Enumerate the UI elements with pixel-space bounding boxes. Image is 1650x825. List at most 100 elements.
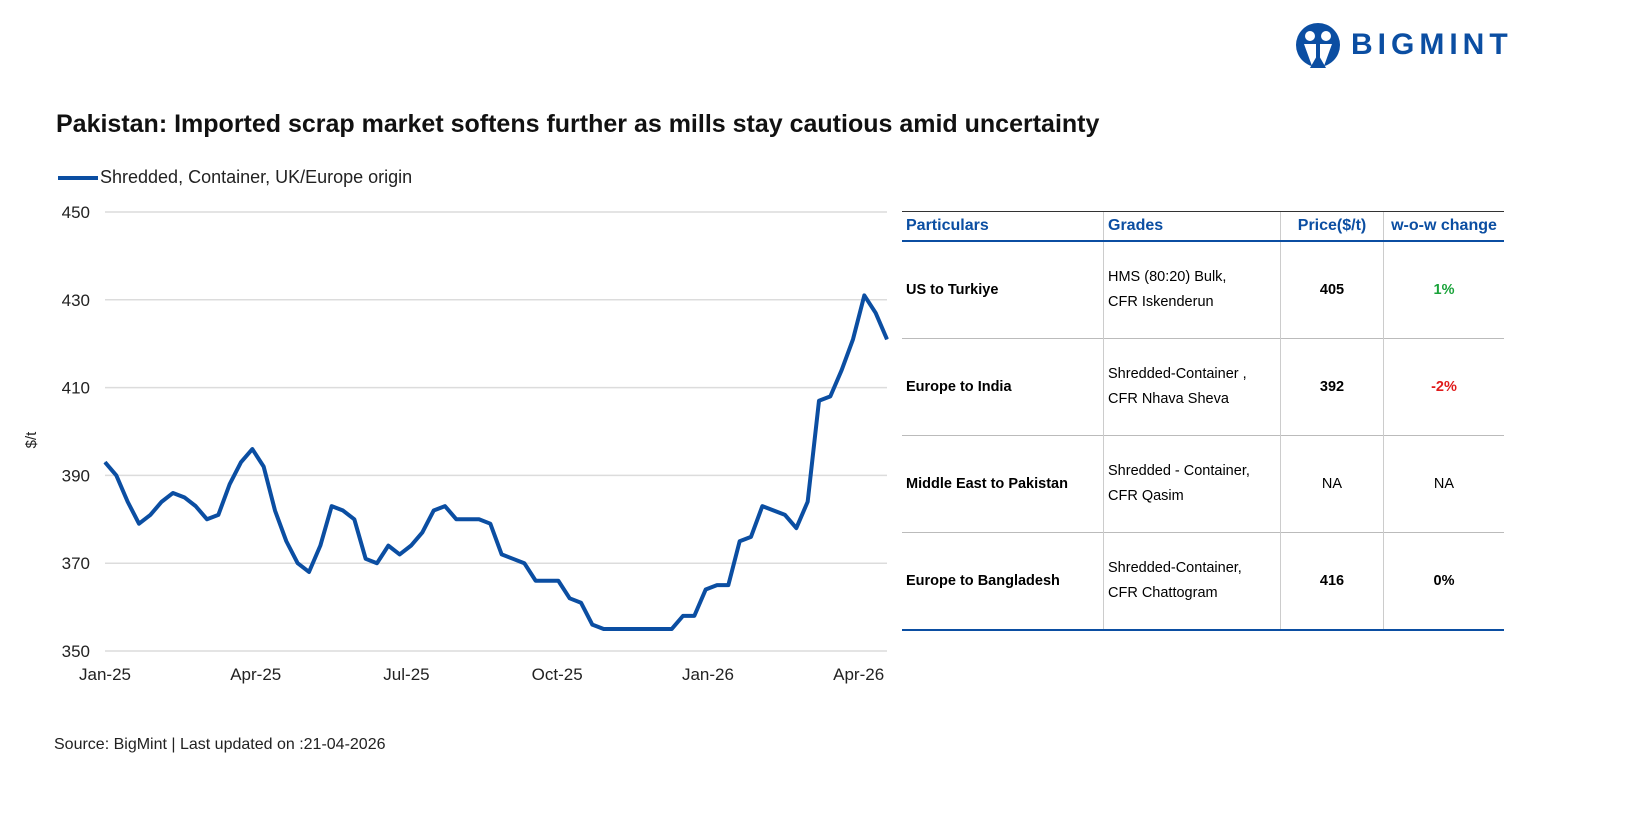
data-point xyxy=(455,518,457,520)
data-point xyxy=(501,553,503,555)
data-point xyxy=(795,527,797,529)
source-note: Source: BigMint | Last updated on :21-04… xyxy=(54,736,386,753)
logo-icon xyxy=(1296,23,1340,68)
data-point xyxy=(149,514,151,516)
x-tick-label: Apr-25 xyxy=(230,665,281,684)
data-point xyxy=(206,518,208,520)
series-line xyxy=(103,293,889,632)
brand-name: BIGMINT xyxy=(1351,28,1513,61)
data-point xyxy=(478,518,480,520)
data-point xyxy=(263,466,265,468)
grade-cell: Shredded - Container, CFR Qasim xyxy=(1103,435,1281,533)
table-row: Europe to Bangladesh Shredded-Container,… xyxy=(902,532,1504,631)
legend-label: Shredded, Container, UK/Europe origin xyxy=(100,167,413,187)
legend-swatch xyxy=(58,175,98,180)
data-point xyxy=(614,628,616,630)
data-point xyxy=(195,505,197,507)
data-point xyxy=(671,628,673,630)
data-point xyxy=(319,545,321,547)
x-tick-label: Jan-25 xyxy=(79,665,131,684)
data-point xyxy=(240,461,242,463)
data-point xyxy=(875,312,877,314)
data-point xyxy=(467,518,469,520)
data-point xyxy=(591,624,593,626)
data-point xyxy=(841,369,843,371)
data-point xyxy=(580,602,582,604)
data-point xyxy=(523,562,525,564)
grade-line: CFR Chattogram xyxy=(1108,585,1218,601)
change-cell: -2% xyxy=(1383,338,1504,436)
y-tick-label: 430 xyxy=(62,291,90,310)
y-tick-label: 410 xyxy=(62,379,90,398)
data-point xyxy=(829,395,831,397)
data-point xyxy=(104,461,106,463)
data-point xyxy=(274,510,276,512)
data-point xyxy=(773,510,775,512)
data-point xyxy=(682,615,684,617)
particular-cell: Europe to Bangladesh xyxy=(902,532,1104,631)
bigmint-logo: BIGMINT xyxy=(1295,22,1513,68)
data-point xyxy=(648,628,650,630)
grade-line: Shredded-Container , xyxy=(1108,366,1247,382)
price-cell: 392 xyxy=(1280,338,1384,436)
data-point xyxy=(705,589,707,591)
data-point xyxy=(421,531,423,533)
grade-cell: HMS (80:20) Bulk, CFR Iskenderun xyxy=(1103,240,1281,339)
y-tick-label: 370 xyxy=(62,554,90,573)
data-point xyxy=(172,492,174,494)
column-header: Grades xyxy=(1103,211,1281,242)
grade-line: CFR Iskenderun xyxy=(1108,294,1214,310)
data-point xyxy=(659,628,661,630)
data-point xyxy=(376,562,378,564)
particular-cell: Middle East to Pakistan xyxy=(902,435,1104,533)
data-point xyxy=(886,338,888,340)
line-chart: $/t 350 370 390 410 430 450 Jan-25 Apr-25 Jul-25… xyxy=(23,203,889,684)
data-point xyxy=(863,294,865,296)
data-point xyxy=(807,501,809,503)
data-point xyxy=(251,448,253,450)
table-row: US to Turkiye HMS (80:20) Bulk, CFR Isken… xyxy=(902,240,1504,339)
price-cell: NA xyxy=(1280,435,1384,533)
x-tick-label: Oct-25 xyxy=(532,665,583,684)
data-point xyxy=(444,505,446,507)
table-row: Europe to India Shredded-Container , CFR … xyxy=(902,338,1504,436)
data-point xyxy=(546,580,548,582)
grade-line: CFR Nhava Sheva xyxy=(1108,391,1229,407)
data-point xyxy=(637,628,639,630)
data-point xyxy=(625,628,627,630)
y-axis-label: $/t xyxy=(23,431,40,449)
price-table: Particulars Grades Price($/t) w-o-w change … xyxy=(902,211,1504,631)
column-header: Particulars xyxy=(902,211,1104,242)
grade-line: Shredded-Container, xyxy=(1108,560,1242,576)
data-point xyxy=(138,523,140,525)
y-tick-label: 450 xyxy=(62,203,90,222)
price-cell: 405 xyxy=(1280,240,1384,339)
column-header: Price($/t) xyxy=(1280,211,1384,242)
data-point xyxy=(693,615,695,617)
data-point xyxy=(183,496,185,498)
data-point xyxy=(399,553,401,555)
change-cell: 0% xyxy=(1383,532,1504,631)
data-point xyxy=(716,584,718,586)
data-point xyxy=(750,536,752,538)
data-point xyxy=(297,562,299,564)
data-point xyxy=(387,545,389,547)
data-point xyxy=(308,571,310,573)
data-point xyxy=(512,558,514,560)
x-tick-label: Apr-26 xyxy=(833,665,884,684)
data-point xyxy=(365,558,367,560)
data-point xyxy=(331,505,333,507)
particular-cell: Europe to India xyxy=(902,338,1104,436)
data-point xyxy=(569,597,571,599)
data-point xyxy=(161,501,163,503)
data-point xyxy=(535,580,537,582)
data-point xyxy=(433,510,435,512)
grade-cell: Shredded-Container, CFR Chattogram xyxy=(1103,532,1281,631)
particular-cell: US to Turkiye xyxy=(902,240,1104,339)
data-point xyxy=(127,501,129,503)
y-tick-label: 350 xyxy=(62,642,90,661)
data-point xyxy=(342,510,344,512)
data-point xyxy=(818,400,820,402)
grade-line: CFR Qasim xyxy=(1108,488,1184,504)
y-tick-label: 390 xyxy=(62,466,90,485)
